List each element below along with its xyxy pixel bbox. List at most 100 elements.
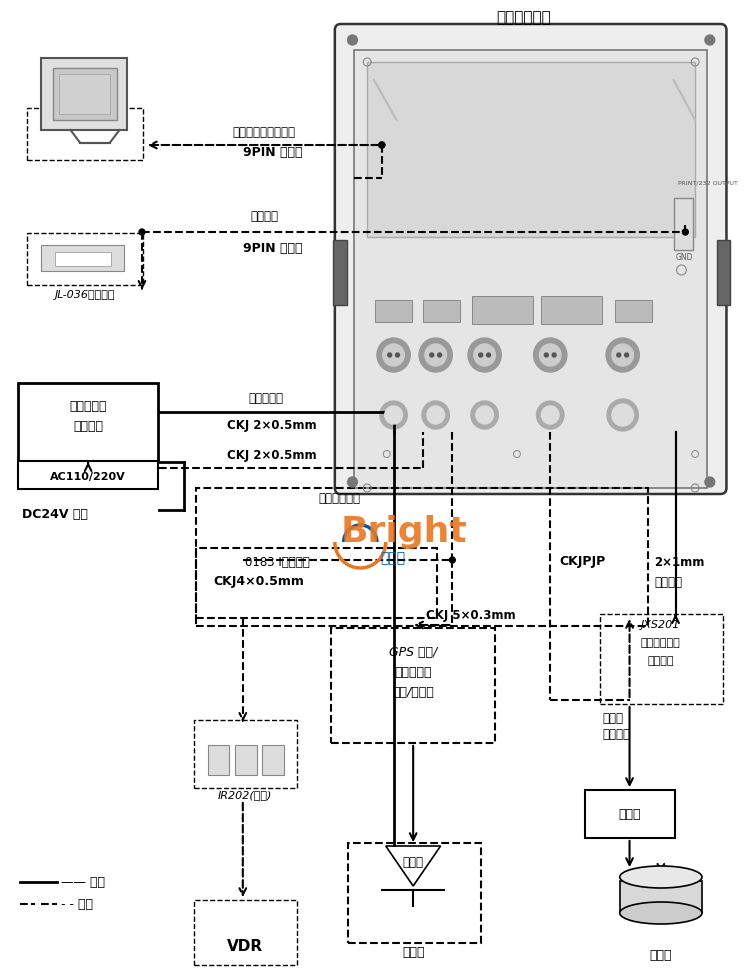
Ellipse shape [620, 902, 702, 924]
Bar [584, 790, 674, 838]
Circle shape [542, 406, 559, 424]
Bar [262, 745, 284, 775]
Circle shape [395, 353, 400, 357]
Bar [674, 198, 693, 250]
Bar [375, 300, 413, 322]
Text: 电源适配器: 电源适配器 [69, 400, 106, 413]
Circle shape [539, 344, 561, 366]
Text: - - 选配: - - 选配 [61, 898, 93, 910]
Circle shape [430, 353, 433, 357]
Bar [355, 50, 707, 488]
Circle shape [552, 353, 556, 357]
Text: CKJ 5×0.3mm: CKJ 5×0.3mm [426, 610, 515, 622]
Circle shape [425, 344, 446, 366]
Text: 示灯/蜂鸣器: 示灯/蜂鸣器 [392, 685, 434, 699]
Text: JXS201: JXS201 [641, 620, 680, 630]
Bar [194, 900, 297, 965]
FancyBboxPatch shape [334, 24, 727, 494]
Text: 百辆特: 百辆特 [380, 551, 405, 565]
Circle shape [616, 353, 621, 357]
Text: 主机显示部分: 主机显示部分 [496, 11, 551, 25]
Text: JL-036（选配）: JL-036（选配） [55, 290, 116, 300]
Text: GND: GND [676, 254, 693, 263]
Circle shape [388, 353, 392, 357]
Circle shape [380, 401, 407, 429]
Circle shape [379, 142, 385, 148]
Circle shape [379, 142, 385, 148]
Text: 屏蔽线缆: 屏蔽线缆 [654, 575, 682, 589]
Text: 打印输出: 打印输出 [251, 210, 278, 222]
Circle shape [544, 353, 548, 357]
Circle shape [419, 338, 452, 372]
Text: 主电源输入: 主电源输入 [249, 391, 284, 405]
Text: AC110/220V: AC110/220V [50, 472, 126, 482]
Circle shape [422, 401, 449, 429]
Circle shape [474, 344, 496, 366]
Bar [194, 720, 297, 788]
Bar [620, 881, 702, 913]
Ellipse shape [620, 866, 702, 888]
Bar [53, 68, 116, 120]
Text: 换能器: 换能器 [602, 711, 623, 724]
Circle shape [377, 338, 410, 372]
Text: （选配）: （选配） [73, 419, 103, 432]
Text: CKJPJP: CKJPJP [560, 556, 606, 568]
Circle shape [468, 338, 501, 372]
Text: 9PIN 原配线: 9PIN 原配线 [243, 241, 302, 255]
Circle shape [382, 344, 404, 366]
Text: 2×1mm: 2×1mm [654, 556, 704, 568]
Circle shape [438, 353, 442, 357]
Circle shape [682, 229, 688, 235]
Bar [600, 614, 722, 704]
Text: —— 标配: —— 标配 [61, 875, 105, 889]
Text: Bright: Bright [340, 515, 467, 549]
Circle shape [536, 401, 564, 429]
Circle shape [449, 557, 455, 563]
Circle shape [705, 477, 715, 487]
Bar [615, 300, 652, 322]
Circle shape [139, 229, 145, 235]
Bar [347, 843, 481, 943]
Bar [196, 548, 436, 618]
Circle shape [478, 353, 483, 357]
Circle shape [606, 338, 639, 372]
Circle shape [625, 353, 628, 357]
Text: 换能器: 换能器 [402, 946, 424, 958]
Circle shape [476, 406, 494, 424]
Circle shape [487, 353, 490, 357]
Bar [368, 62, 695, 237]
Text: 原配线缆: 原配线缆 [602, 728, 630, 742]
Text: PRINT/232 OUTPUT: PRINT/232 OUTPUT [679, 180, 738, 185]
Text: 外接报警指: 外接报警指 [394, 665, 432, 678]
Bar [17, 383, 158, 461]
Bar [423, 300, 460, 322]
Circle shape [471, 401, 498, 429]
Text: 导流罩: 导流罩 [403, 856, 424, 868]
Text: 计算机接口（选配）: 计算机接口（选配） [232, 126, 296, 139]
Text: VDR: VDR [226, 939, 262, 954]
Circle shape [385, 406, 403, 424]
Bar [542, 296, 602, 324]
Circle shape [347, 35, 357, 45]
Circle shape [705, 35, 715, 45]
Text: CKJ 2×0.5mm: CKJ 2×0.5mm [227, 419, 316, 432]
Text: 0183 I信号输出: 0183 I信号输出 [244, 556, 310, 568]
Bar [41, 245, 125, 271]
Text: CKJ4×0.5mm: CKJ4×0.5mm [214, 575, 304, 589]
Bar [333, 240, 346, 305]
Bar [331, 628, 496, 743]
Bar [472, 296, 532, 324]
Circle shape [612, 404, 634, 426]
Bar [235, 745, 256, 775]
Bar [28, 233, 143, 285]
Circle shape [427, 406, 445, 424]
Text: 备用电源输入: 备用电源输入 [318, 492, 360, 505]
Text: CKJ 2×0.5mm: CKJ 2×0.5mm [227, 450, 316, 463]
Bar [208, 745, 229, 775]
Text: 换能器: 换能器 [650, 949, 672, 961]
Bar [55, 252, 111, 266]
Bar [717, 240, 730, 305]
Circle shape [607, 399, 638, 431]
Circle shape [347, 477, 357, 487]
Text: 换能器接线盒: 换能器接线盒 [641, 638, 681, 648]
